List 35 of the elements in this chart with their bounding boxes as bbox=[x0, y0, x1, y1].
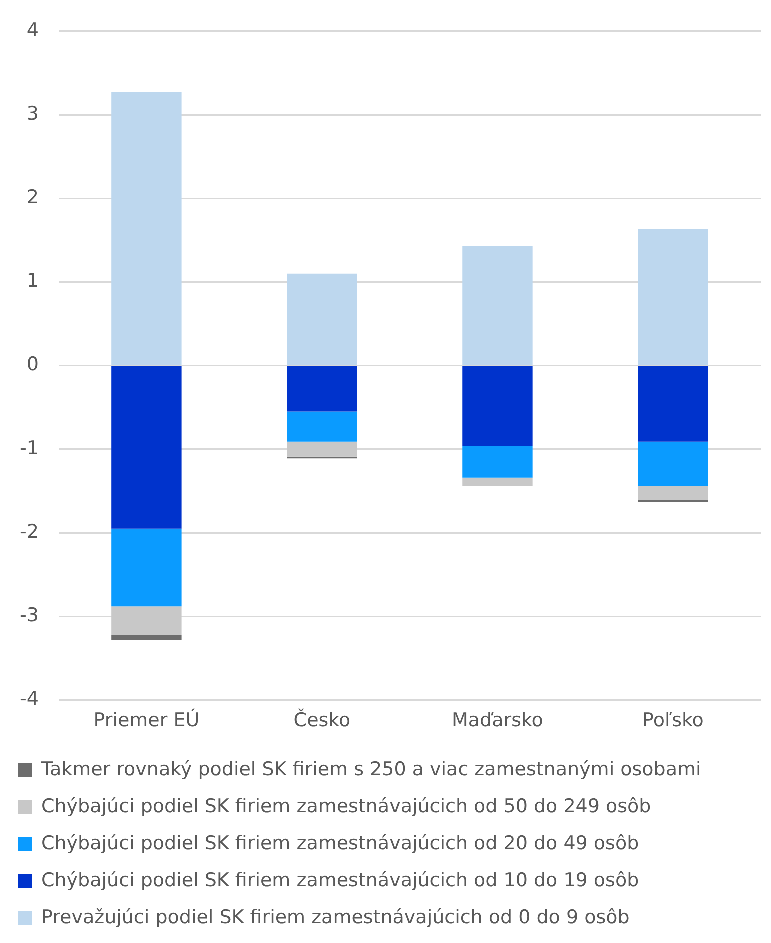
y-tick-label: -3 bbox=[20, 604, 39, 627]
legend-label: Takmer rovnaký podiel SK firiem s 250 a viac zamestnanými osobami bbox=[40, 758, 702, 780]
bar bbox=[287, 366, 358, 412]
bar bbox=[638, 230, 708, 366]
legend-label: Chýbajúci podiel SK firiem zamestnávajúcich od 20 do 49 osôb bbox=[42, 832, 640, 854]
x-tick-label: Česko bbox=[294, 708, 351, 732]
y-tick-label: 2 bbox=[26, 186, 39, 209]
y-tick-label: 1 bbox=[26, 270, 39, 292]
bar bbox=[112, 366, 182, 529]
bar bbox=[112, 634, 182, 640]
y-tick-label: 0 bbox=[26, 354, 39, 376]
bar bbox=[112, 92, 182, 366]
legend-label: Chýbajúci podiel SK firiem zamestnávajúcich od 10 do 19 osôb bbox=[42, 869, 640, 892]
y-tick-label: -2 bbox=[20, 520, 39, 543]
bar bbox=[638, 366, 708, 442]
bar bbox=[462, 446, 533, 478]
y-tick-label: 4 bbox=[26, 19, 39, 42]
bar bbox=[287, 412, 358, 442]
x-tick-label: Poľsko bbox=[642, 710, 704, 732]
y-tick-label: -1 bbox=[20, 437, 39, 460]
y-tick-label: -4 bbox=[20, 688, 39, 710]
bar bbox=[638, 486, 708, 500]
bar bbox=[112, 606, 182, 635]
bar bbox=[462, 366, 533, 446]
x-tick-label: Maďarsko bbox=[452, 710, 544, 732]
bar bbox=[462, 478, 533, 486]
bar bbox=[462, 246, 533, 366]
bar bbox=[112, 528, 182, 607]
bar bbox=[638, 442, 708, 486]
legend-label: Prevažujúci podiel SK firiem zamestnávajúcich od 0 do 9 osôb bbox=[42, 906, 630, 928]
bar bbox=[287, 274, 358, 366]
legend-label: Chýbajúci podiel SK firiem zamestnávajúcich od 50 do 249 osôb bbox=[42, 795, 652, 818]
y-tick-label: 3 bbox=[26, 102, 39, 125]
bar bbox=[287, 442, 358, 457]
x-tick-label: Priemer EÚ bbox=[94, 708, 200, 732]
